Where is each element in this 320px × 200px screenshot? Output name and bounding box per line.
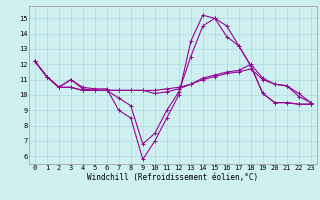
X-axis label: Windchill (Refroidissement éolien,°C): Windchill (Refroidissement éolien,°C) [87,173,258,182]
